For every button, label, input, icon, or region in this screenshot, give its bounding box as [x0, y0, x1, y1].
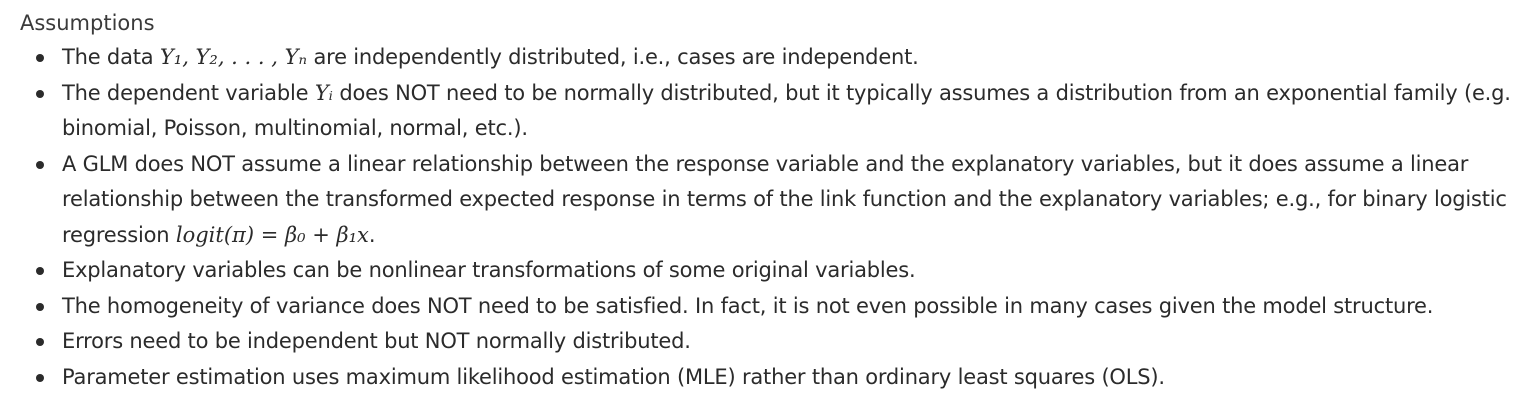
list-item: Explanatory variables can be nonlinear t… [36, 253, 1522, 289]
assumptions-list: The data Y₁, Y₂, . . . , Yₙ are independ… [20, 40, 1522, 395]
list-item: The data Y₁, Y₂, . . . , Yₙ are independ… [36, 40, 1522, 76]
assumptions-section: Assumptions The data Y₁, Y₂, . . . , Yₙ … [20, 11, 1522, 395]
math-expression: Y₁, Y₂, . . . , Yₙ [159, 45, 307, 69]
math-expression: logit(π) = β₀ + β₁x [175, 222, 369, 247]
item-text: The dependent variable [62, 80, 315, 105]
item-text: Explanatory variables can be nonlinear t… [62, 258, 916, 282]
item-text: The data [62, 45, 160, 69]
math-expression: Yᵢ [314, 80, 333, 105]
item-text: The homogeneity of variance does NOT nee… [62, 293, 1434, 318]
list-item: A GLM does NOT assume a linear relations… [36, 147, 1522, 254]
list-item: Parameter estimation uses maximum likeli… [36, 360, 1522, 396]
item-text-tail: are independently distributed, i.e., cas… [306, 45, 919, 69]
list-item: The dependent variable Yᵢ does NOT need … [36, 76, 1522, 147]
item-text-tail: . [368, 222, 376, 247]
list-item: The homogeneity of variance does NOT nee… [36, 289, 1522, 325]
item-text: A GLM does NOT assume a linear relations… [62, 151, 1507, 247]
item-text: Parameter estimation uses maximum likeli… [62, 364, 1165, 389]
item-text-tail: does NOT need to be normally distributed… [62, 80, 1511, 141]
item-text: Errors need to be independent but NOT no… [62, 329, 691, 353]
list-item: Errors need to be independent but NOT no… [36, 324, 1522, 360]
section-heading: Assumptions [20, 11, 155, 35]
